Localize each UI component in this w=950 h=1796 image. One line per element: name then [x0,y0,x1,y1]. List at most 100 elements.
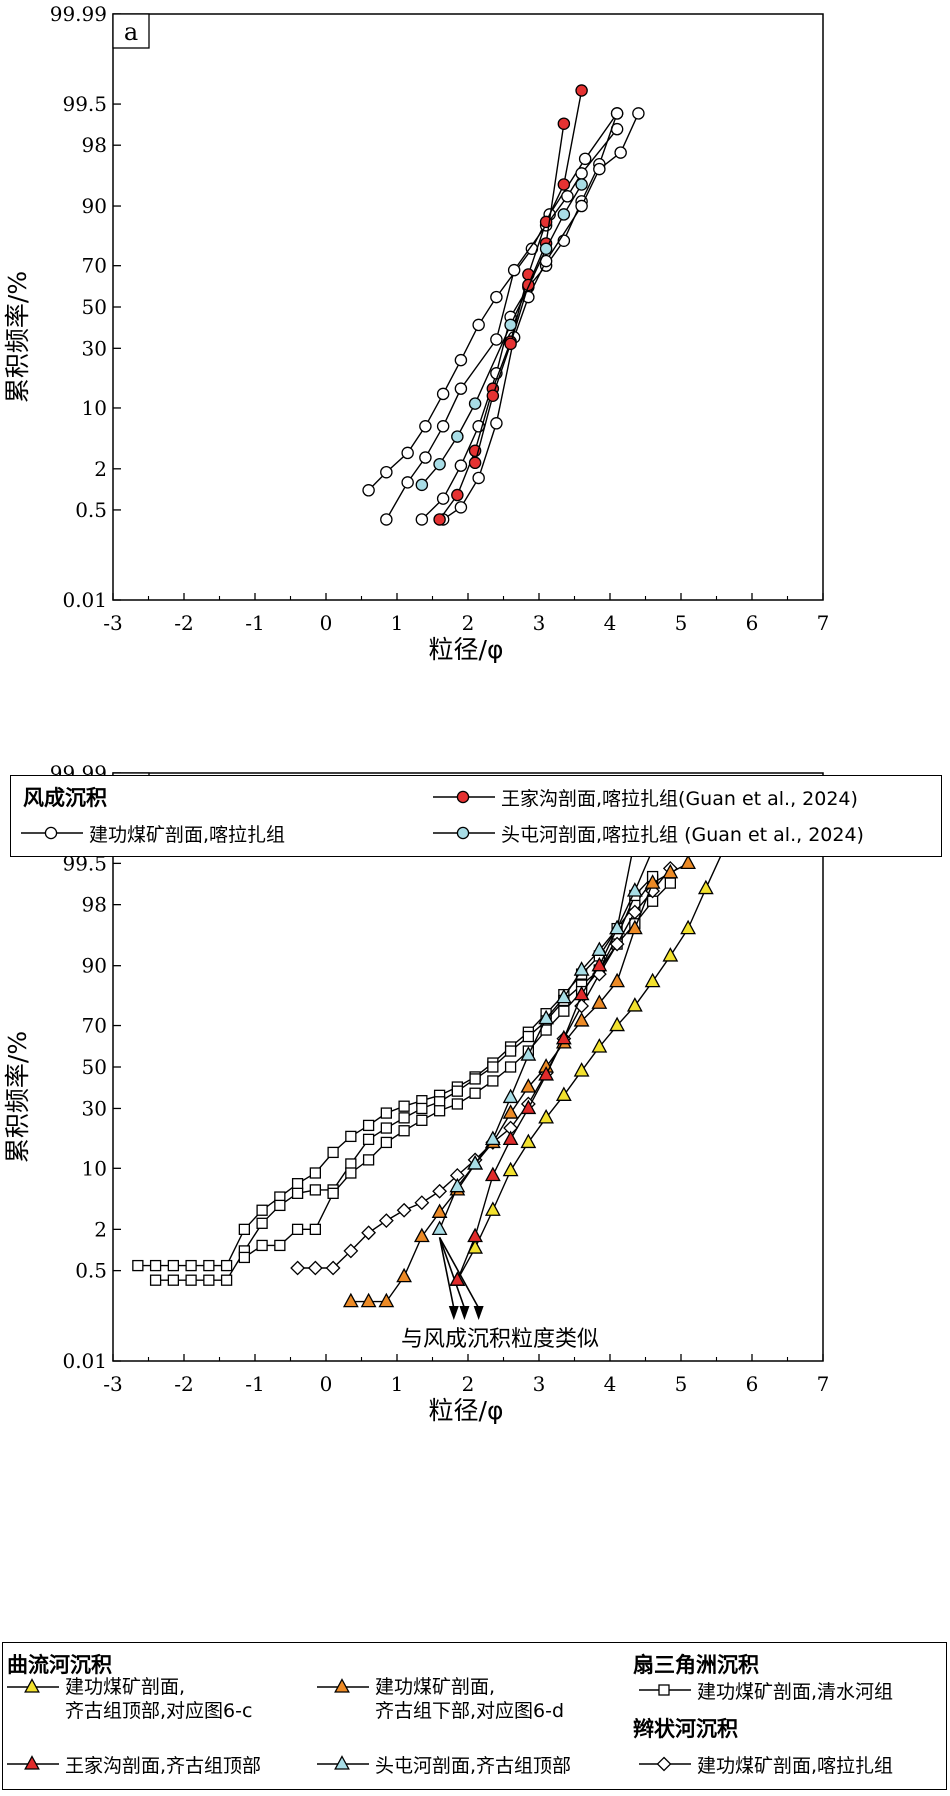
panel-b-data-point [573,1062,590,1077]
panel-b-data-point [432,1183,448,1199]
panel-b-annotation-arrow [438,1237,455,1309]
panel-b-data-point [484,1201,501,1216]
panel-a-data-point [468,456,482,470]
panel-a-data-point [454,501,468,514]
panel-b-series-6 [342,854,696,1308]
legend-a-entry-toutunhe: 头屯河剖面,喀拉扎组 (Guan et al., 2024) [431,818,864,848]
panel-b-data-point [256,1217,268,1229]
panel-b-data-point [345,1167,357,1179]
legend-a-label-toutunhe: 头屯河剖面,喀拉扎组 (Guan et al., 2024) [501,823,864,846]
panel-b-data-point [520,1133,537,1149]
panel-a-x-tick-label: 7 [817,611,830,635]
legend-key-marker [456,790,470,804]
panel-b-data-point [291,1187,304,1199]
panel-b-data-point [414,1195,430,1211]
legend-b-label-toutunhe: 头屯河剖面,齐古组顶部 [375,1754,572,1777]
panel-a-data-point [436,492,450,505]
legend-key-marker [24,1755,40,1770]
legend-b-entry-kalazha: 建功煤矿剖面,喀拉扎组 [637,1749,893,1779]
panel-b-data-point [343,1243,359,1259]
panel-a-x-tick-label: -3 [103,611,122,635]
panel-b-x-tick-label: -1 [245,1372,264,1396]
panel-a-data-point [362,484,375,497]
legend-panel-b: 曲流河沉积 扇三角洲沉积 辫状河沉积 建功煤矿剖面, 齐古组顶部,对应图6-c … [2,1642,947,1790]
panel-b-x-tick-label: -2 [174,1372,193,1396]
legend-a-label-jiangong: 建功煤矿剖面,喀拉扎组 [89,823,286,846]
panel-b-data-point [504,1045,517,1057]
panel-b-data-point [626,882,643,897]
legend-b-key-qingshuihe [639,1684,691,1696]
panel-a-data-point [486,389,500,402]
panel-a-series-6-line [474,123,565,463]
legend-b-entry-wangjiagou: 王家沟剖面,齐古组顶部 [5,1749,261,1779]
panel-a-data-point [557,208,571,221]
panel-b-data-point [662,863,679,879]
panel-a-data-point [401,446,414,460]
panel-b-data-point [398,1125,410,1137]
panel-b-data-point [149,1259,162,1272]
panel-b-data-point [591,956,608,972]
panel-b-annotation-arrowhead [459,1306,470,1320]
legend-b-key-jiangong-lower [317,1678,369,1693]
panel-b-data-point [398,1100,410,1112]
panel-b-x-tick-label: 3 [533,1372,546,1396]
legend-b-group-braided: 辫状河沉积 [633,1717,738,1741]
panel-b-data-point [662,947,679,962]
legend-b-label-wangjiagou: 王家沟剖面,齐古组顶部 [65,1754,262,1777]
panel-a-data-point [490,417,503,430]
panel-b-data-point [538,1009,554,1025]
panel-a-x-tick-label: 0 [320,611,333,635]
legend-b-key-kalazha [639,1756,691,1772]
panel-b-annotation-arrowhead [473,1306,484,1320]
panel-b-data-point [238,1251,251,1264]
panel-a-x-tick-label: -2 [174,611,193,635]
panel-b-data-point [644,972,661,988]
panel-a-data-point [451,430,464,443]
panel-b-data-point [591,941,608,956]
panel-b-y-tick-label: 50 [82,1055,107,1079]
panel-a-y-tick-label: 2 [94,457,107,481]
panel-b-data-point [520,1078,537,1093]
legend-key-marker [24,1678,40,1693]
panel-b-data-point [256,1204,268,1216]
panel-b-data-point [573,1012,590,1027]
panel-b-x-tick-label: -3 [103,1372,122,1396]
panel-b-data-point [307,1260,323,1276]
panel-b-data-point [396,1267,412,1283]
panel-a-data-point [504,318,517,332]
panel-b-series-3-line [243,882,671,1259]
panel-b-data-point [573,961,590,976]
panel-b-data-point [467,1155,483,1170]
legend-key-marker [334,1755,350,1770]
panel-b-data-point [680,854,696,870]
panel-b-data-point [416,1114,428,1126]
legend-a-entry-jiangong: 建功煤矿剖面,喀拉扎组 [19,818,285,848]
panel-b-data-point [185,1274,197,1286]
legend-b-entry-jiangong-top: 建功煤矿剖面, 齐古组顶部,对应图6-c [5,1675,252,1729]
panel-b-series-1-line [137,879,654,1267]
legend-a-key-toutunhe [433,826,495,840]
panel-b-data-point [380,1107,393,1119]
panel-b-data-point [167,1274,180,1286]
panel-a-data-point [472,318,485,332]
panel-b-x-tick-label: 6 [746,1372,759,1396]
panel-a-y-tick-label: 50 [82,295,107,319]
panel-b-data-point [291,1178,304,1190]
panel-b-x-tick-label: 5 [675,1372,688,1396]
legend-b-entry-qingshuihe: 建功煤矿剖面,清水河组 [637,1675,893,1705]
panel-b-data-point [697,879,714,895]
legend-key-marker [656,1756,672,1772]
panel-b-data-point [203,1274,215,1286]
panel-b-data-point [644,874,661,889]
panel-b-data-point [502,1088,519,1104]
panel-a-data-point [561,190,574,203]
panel-b-x-tick-label: 2 [462,1372,475,1396]
panel-b-data-point [274,1239,286,1252]
panel-b-data-point [342,1292,359,1308]
panel-a-y-tick-label: 30 [82,336,107,360]
panel-a-data-point [454,353,468,367]
panel-b-x-tick-label: 0 [320,1372,333,1396]
panel-b-data-point [469,1087,481,1099]
panel-a-label: a [124,18,138,46]
panel-a-plot-frame [112,13,824,601]
